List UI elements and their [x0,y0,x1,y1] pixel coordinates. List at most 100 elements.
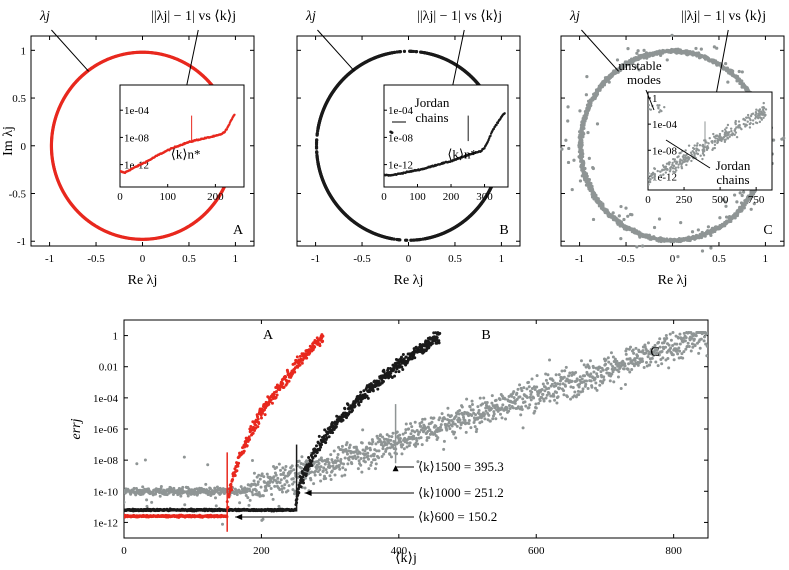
inset-x-tick-label: 100 [409,191,426,203]
eigenvalue-point [652,225,657,230]
data-point-C [359,456,363,460]
inset-point [754,121,758,124]
data-point-C [248,498,252,502]
data-point-C [458,426,462,430]
inset-point [690,153,693,156]
data-point-C [410,425,414,429]
eigenvalue-point [622,217,626,222]
data-point-C [282,486,286,490]
data-point-C [419,436,423,440]
data-point-C [330,469,334,473]
data-point-C [317,465,321,469]
data-point-C [317,461,321,465]
inset-point [758,120,762,124]
eigenvalue-point [626,214,630,218]
data-point-C [467,418,471,422]
data-point-C [269,487,273,491]
inset-point [668,161,671,164]
inset-point [648,107,650,111]
eigenvalue-point [591,217,596,222]
data-point-C [434,424,438,428]
data-point-C [532,385,536,389]
data-point-C [380,454,384,458]
data-point-C [279,468,283,472]
data-point-C [283,483,287,487]
data-point-C [516,387,520,391]
data-point-C [516,405,520,409]
y-axis-label: errj [69,418,84,439]
data-point-C [436,436,440,440]
data-point-C [280,484,284,488]
inset-point [695,147,698,150]
data-point-C [340,474,344,478]
data-point-C [490,406,494,410]
data-point-C [273,484,277,488]
data-point-C [243,487,247,491]
inset-point [764,108,768,111]
x-tick-label: 1 [499,253,505,265]
data-point-C [416,442,420,446]
data-point-C [556,382,560,386]
data-point-C [498,412,502,416]
data-point-C [563,369,567,373]
data-point-C [519,413,523,417]
data-point-C [520,407,524,411]
data-point-C [329,477,333,481]
eigenvalue-point [315,151,319,155]
eigenvalue-point [314,142,319,146]
data-point-C [250,458,254,462]
inset-point [489,134,492,138]
data-point-C [389,455,393,459]
data-point-C [419,424,423,428]
inset-point [679,158,682,161]
data-point-C [467,421,471,425]
data-point-C [567,374,571,378]
data-point-C [398,437,402,441]
data-point-C [488,419,492,423]
data-point-C [338,467,342,471]
data-point-C [521,426,525,430]
inset-point [656,169,659,173]
data-point-C [377,449,381,453]
data-point-C [336,459,340,463]
inset-point [748,122,752,126]
data-point-C [521,397,525,401]
data-point-C [256,482,260,486]
y-tick-label: 0.01 [99,362,118,374]
inset-point [705,147,709,150]
y-tick-label: 0.5 [12,93,26,105]
data-point-C [386,438,390,442]
inset-point [678,160,682,163]
data-point-C [328,474,332,478]
eigenvalue-point [712,45,717,49]
data-point-C [143,458,147,462]
inset-point [653,174,657,178]
y-tick-label: 1 [113,331,119,343]
data-point-C [336,453,340,457]
inset-y-tick-label: 1e-08 [124,132,150,144]
eigenvalue-point [611,211,615,215]
title-lambda: λj [569,9,580,24]
eigenvalue-point [709,246,713,250]
data-point-C [540,387,544,391]
inset-point [713,135,716,138]
inset-point [756,116,760,119]
data-point-C [363,449,367,453]
inset-point [702,150,706,153]
eigenvalue-point [709,233,713,238]
data-point-C [420,443,424,447]
data-point-C [414,444,418,448]
data-point-C [263,480,267,484]
data-point-C [469,426,473,430]
data-point-C [254,489,258,493]
x-tick-label: 600 [528,545,545,557]
data-point-C [340,444,344,448]
data-point-C [480,420,484,424]
eigenvalue-point [699,47,703,51]
inset-x-tick-label: 250 [676,194,693,206]
data-point-C [334,460,338,464]
data-point-C [206,463,210,467]
data-point-C [440,428,444,432]
